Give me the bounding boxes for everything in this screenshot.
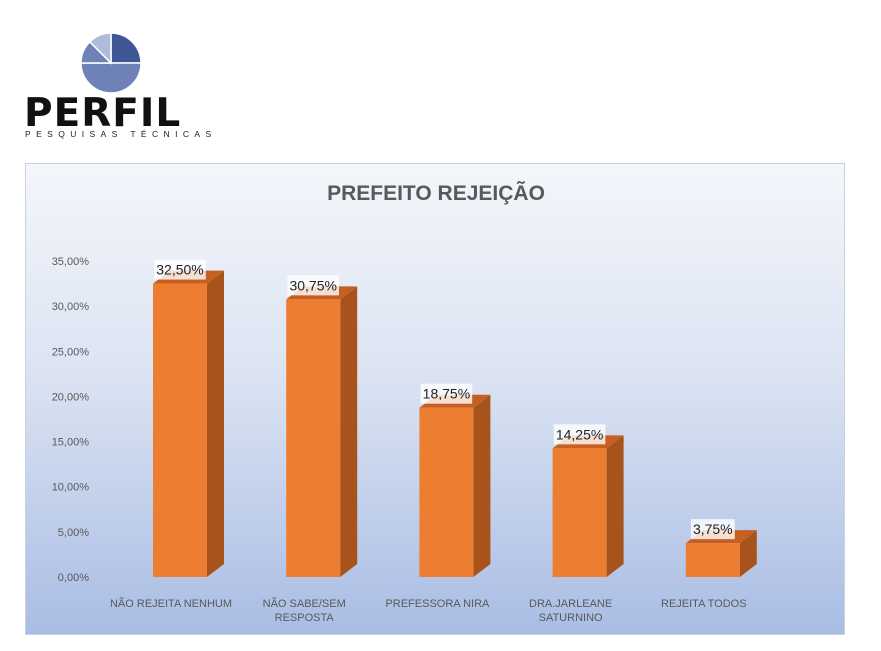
logo-wordmark: PERFIL — [24, 91, 182, 136]
data-label: 3,75% — [693, 521, 733, 537]
data-label-box — [154, 259, 206, 280]
logo-tagline: PESQUISAS TÉCNICAS — [25, 129, 217, 139]
perfil-logo: PERFIL PESQUISAS TÉCNICAS — [24, 28, 217, 146]
category-label: REJEITA TODOS — [661, 598, 747, 610]
logo-slice — [88, 32, 112, 65]
logo-slice — [110, 32, 142, 64]
chart-area: PREFEITO REJEIÇÃO 0,00% 5,00% 10,00% 15,00%… — [25, 163, 845, 635]
bar-front — [286, 299, 341, 577]
x-axis: NÃO REJEITA NENHUM NÃO SABE/SEM RESPOSTA PR… — [110, 597, 747, 624]
bar — [419, 394, 491, 577]
data-label: 14,25% — [556, 426, 603, 442]
y-tick-label: 0,00% — [58, 572, 89, 584]
data-label-box — [553, 424, 606, 445]
data-label: 32,50% — [156, 262, 203, 278]
bar-front — [685, 543, 740, 577]
bar — [153, 270, 224, 577]
bar-side — [606, 435, 624, 577]
bar-front — [153, 283, 207, 577]
y-tick-label: 20,00% — [52, 391, 90, 403]
y-axis: 0,00% 5,00% 10,00% 15,00% 20,00% 25,00% 30,00%… — [52, 256, 90, 584]
category-label: NÃO REJEITA NENHUM — [110, 597, 232, 610]
category-label: DRA.JARLEANE SATURNINO — [529, 598, 612, 624]
bar-side — [473, 394, 491, 577]
bar-side — [207, 270, 224, 577]
chart-title: PREFEITO REJEIÇÃO — [327, 182, 545, 205]
bar-chart: PREFEITO REJEIÇÃO 0,00% 5,00% 10,00% 15,00%… — [52, 182, 757, 624]
logo-slice — [80, 62, 142, 94]
data-label: 30,75% — [289, 277, 336, 293]
bar-side — [739, 530, 757, 577]
data-label-box — [287, 275, 339, 296]
pie-logo-icon — [80, 32, 142, 94]
y-tick-label: 10,00% — [52, 482, 90, 494]
bar — [286, 286, 358, 577]
bar-front — [419, 407, 474, 577]
bar-side — [340, 286, 358, 577]
y-tick-label: 35,00% — [52, 256, 90, 268]
y-tick-label: 30,00% — [52, 301, 90, 313]
category-label: NÃO SABE/SEM RESPOSTA — [263, 597, 346, 624]
bar — [552, 435, 624, 577]
data-label-box — [420, 383, 473, 404]
y-tick-label: 15,00% — [52, 437, 90, 449]
data-label: 18,75% — [423, 386, 470, 402]
bars: 32,50% 30,75% 18,75% 14,25% 3,75% — [153, 259, 757, 577]
bar-front — [552, 448, 607, 577]
y-tick-label: 5,00% — [58, 527, 89, 539]
data-label-box — [690, 519, 735, 540]
category-label: PREFESSORA NIRA — [385, 598, 490, 610]
y-tick-label: 25,00% — [52, 346, 90, 358]
